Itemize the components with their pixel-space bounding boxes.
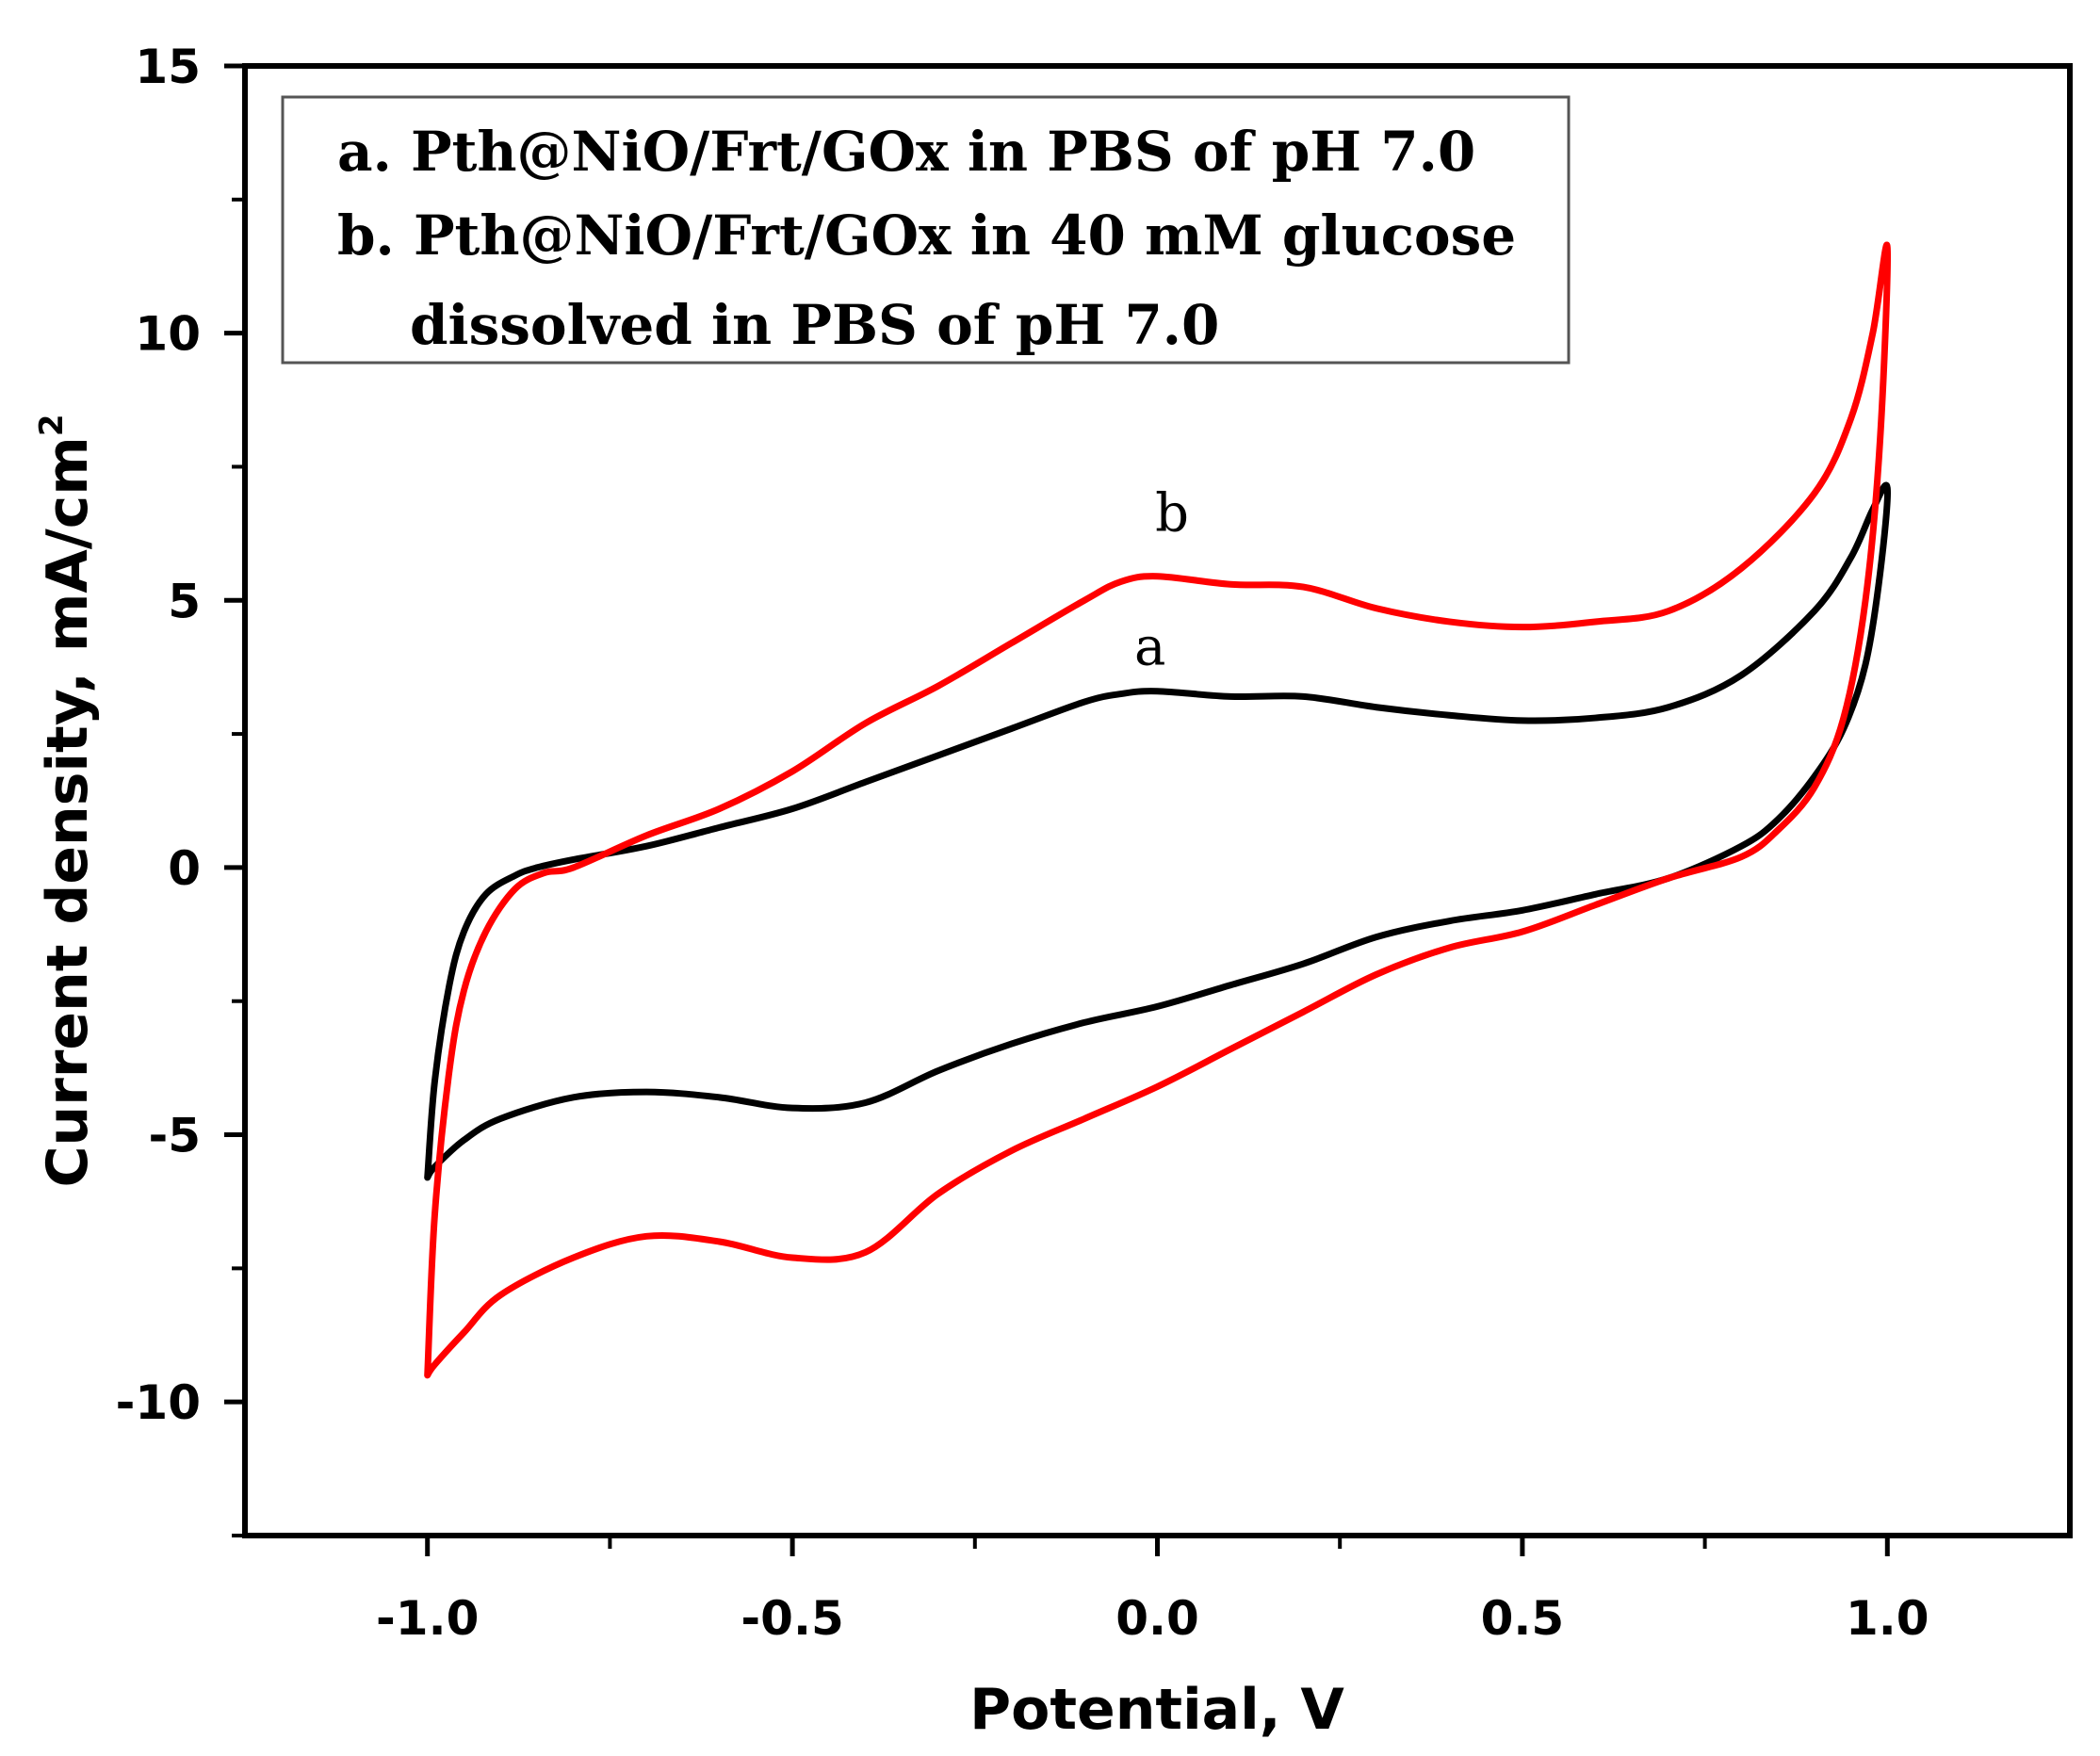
y-tick-label: 0: [168, 841, 201, 896]
x-tick-label: 0.5: [1481, 1591, 1565, 1646]
y-axis-title-superscript: 2: [33, 415, 71, 437]
legend-entry-b: b. Pth@NiO/Frt/GOx in 40 mM glucose: [337, 203, 1516, 268]
legend-entry-a: a. Pth@NiO/Frt/GOx in PBS of pH 7.0: [337, 120, 1475, 184]
x-tick-label: 1.0: [1846, 1591, 1929, 1646]
y-axis-title-text: Current density, mA/cm: [35, 436, 101, 1187]
y-tick-label: -5: [148, 1109, 201, 1163]
legend-box: [281, 95, 1571, 365]
x-tick-label: -1.0: [376, 1591, 479, 1646]
curve-label-b: b: [1155, 483, 1189, 545]
legend: a. Pth@NiO/Frt/GOx in PBS of pH 7.0 b. P…: [281, 95, 1571, 365]
x-axis-ticks: -1.0 -0.5 0.0 0.5 1.0: [376, 1536, 1929, 1646]
y-tick-label: 10: [135, 307, 201, 362]
y-tick-label: -10: [116, 1375, 201, 1430]
y-axis-ticks: -10 -5 0 5 10 15: [116, 40, 245, 1537]
curve-label-a: a: [1134, 616, 1165, 677]
legend-entry-b-continued: dissolved in PBS of pH 7.0: [410, 293, 1219, 357]
x-tick-label: 0.0: [1115, 1591, 1199, 1646]
series-line-a: [424, 481, 1892, 1181]
x-axis-title: Potential, V: [969, 1677, 1344, 1743]
y-tick-label: 5: [168, 574, 201, 628]
series-line-b: [424, 241, 1891, 1379]
series-layer: [424, 241, 1892, 1379]
y-axis-title: Current density, mA/cm2: [33, 415, 101, 1188]
x-tick-label: -0.5: [741, 1591, 843, 1646]
y-tick-label: 15: [135, 40, 201, 94]
curve-labels: ab: [1134, 483, 1189, 678]
